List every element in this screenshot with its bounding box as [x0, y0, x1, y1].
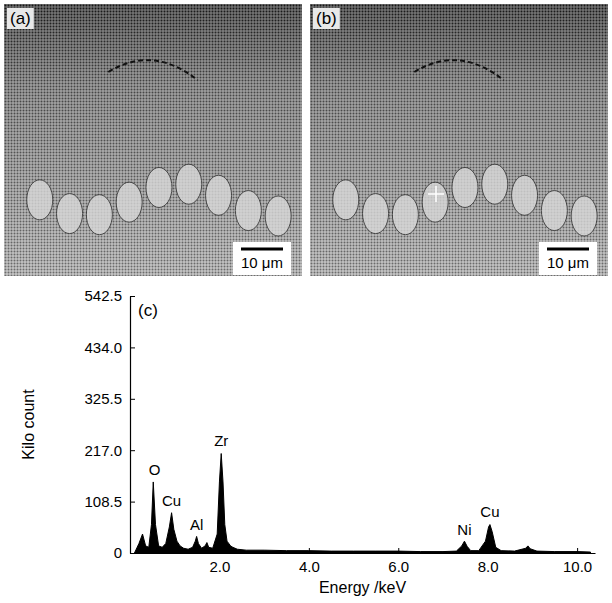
y-tick-mark — [130, 296, 135, 297]
fracture-feature — [333, 180, 359, 220]
fracture-feature — [392, 195, 418, 235]
fracture-feature — [452, 167, 478, 207]
micrograph-image — [310, 4, 608, 276]
peak-label: Al — [190, 516, 203, 533]
y-tick-mark — [130, 450, 135, 451]
panel-label-bg — [7, 8, 34, 29]
panel-label: (b) — [316, 9, 337, 28]
y-tick-label: 325.5 — [84, 390, 122, 407]
scale-bar-line — [241, 248, 283, 251]
y-tick: 0 — [114, 544, 135, 561]
peak-label: Zr — [214, 432, 228, 449]
micrograph-image — [4, 4, 302, 276]
plot-area — [134, 454, 590, 553]
scale-bar: 10 μm — [233, 242, 291, 275]
fracture-edge — [414, 60, 503, 80]
micrograph-texture — [310, 4, 608, 276]
micrograph-features — [27, 60, 291, 236]
spectrum-chart: 2.0 4.0 6.0 8.0 10.0 0 108.5 217.0 325.5 434.0 542… — [20, 287, 596, 596]
x-axis-title: Energy /keV — [319, 579, 406, 596]
y-axis-title: Kilo count — [20, 389, 37, 460]
y-tick-mark — [130, 399, 135, 400]
y-axis: 0 108.5 217.0 325.5 434.0 542.5 — [84, 287, 135, 561]
peak-label: Cu — [480, 503, 499, 520]
y-tick-mark — [130, 502, 135, 503]
y-tick-label: 0 — [114, 544, 122, 561]
figure: (a) 10 μm (b) 10 μm 2.0 4.0 6.0 8.0 10.0 0 108.5 21… — [0, 0, 612, 603]
x-tick-label: 4.0 — [299, 558, 320, 575]
panel-label: (a) — [10, 9, 31, 28]
x-tick-label: 2.0 — [209, 558, 230, 575]
x-tick-label: 10.0 — [563, 558, 592, 575]
peak-label: Cu — [162, 492, 181, 509]
y-tick-label: 434.0 — [84, 339, 122, 356]
panel-label-bg — [313, 8, 340, 29]
fracture-feature — [422, 182, 448, 222]
y-tick-label: 542.5 — [84, 287, 122, 304]
x-tick-label: 6.0 — [388, 558, 409, 575]
y-axis-line — [130, 297, 131, 554]
fracture-feature — [86, 195, 112, 235]
panel-label: (c) — [138, 301, 158, 320]
fracture-feature — [146, 167, 172, 207]
peak-label: Ni — [457, 521, 471, 538]
micrograph-panel: (a) 10 μm — [4, 4, 302, 276]
fracture-feature — [541, 191, 567, 231]
fracture-feature — [57, 194, 83, 234]
y-tick-label: 217.0 — [84, 442, 122, 459]
y-tick-label: 108.5 — [84, 493, 122, 510]
y-tick-mark — [130, 347, 135, 348]
x-tick-label: 8.0 — [478, 558, 499, 575]
y-tick: 108.5 — [84, 493, 135, 510]
spectrum — [134, 454, 590, 553]
y-tick: 434.0 — [84, 339, 135, 356]
micrograph-texture — [4, 4, 302, 276]
scale-bar-line — [547, 248, 589, 251]
scale-bar-bg — [539, 242, 597, 275]
scale-bar-label: 10 μm — [547, 254, 589, 271]
fracture-feature — [206, 175, 232, 215]
fracture-feature — [176, 164, 202, 204]
fracture-feature — [482, 164, 508, 204]
fracture-feature — [363, 194, 389, 234]
micrograph-features — [333, 60, 597, 236]
fracture-feature — [512, 175, 538, 215]
x-axis-line — [131, 553, 596, 554]
fracture-edge — [108, 60, 197, 80]
fracture-feature — [571, 196, 597, 236]
scale-bar-bg — [233, 242, 291, 275]
scale-bar: 10 μm — [539, 242, 597, 275]
scale-bar-label: 10 μm — [241, 254, 283, 271]
peak-label: O — [149, 461, 161, 478]
probe-marker — [428, 186, 444, 202]
y-tick: 217.0 — [84, 442, 135, 459]
y-tick-mark — [130, 553, 135, 554]
fracture-feature — [116, 182, 142, 222]
fracture-feature — [27, 180, 53, 220]
fracture-feature — [235, 191, 261, 231]
fracture-feature — [265, 196, 291, 236]
micrograph-panel: (b) 10 μm — [310, 4, 608, 276]
y-tick: 325.5 — [84, 390, 135, 407]
y-tick: 542.5 — [84, 287, 135, 304]
